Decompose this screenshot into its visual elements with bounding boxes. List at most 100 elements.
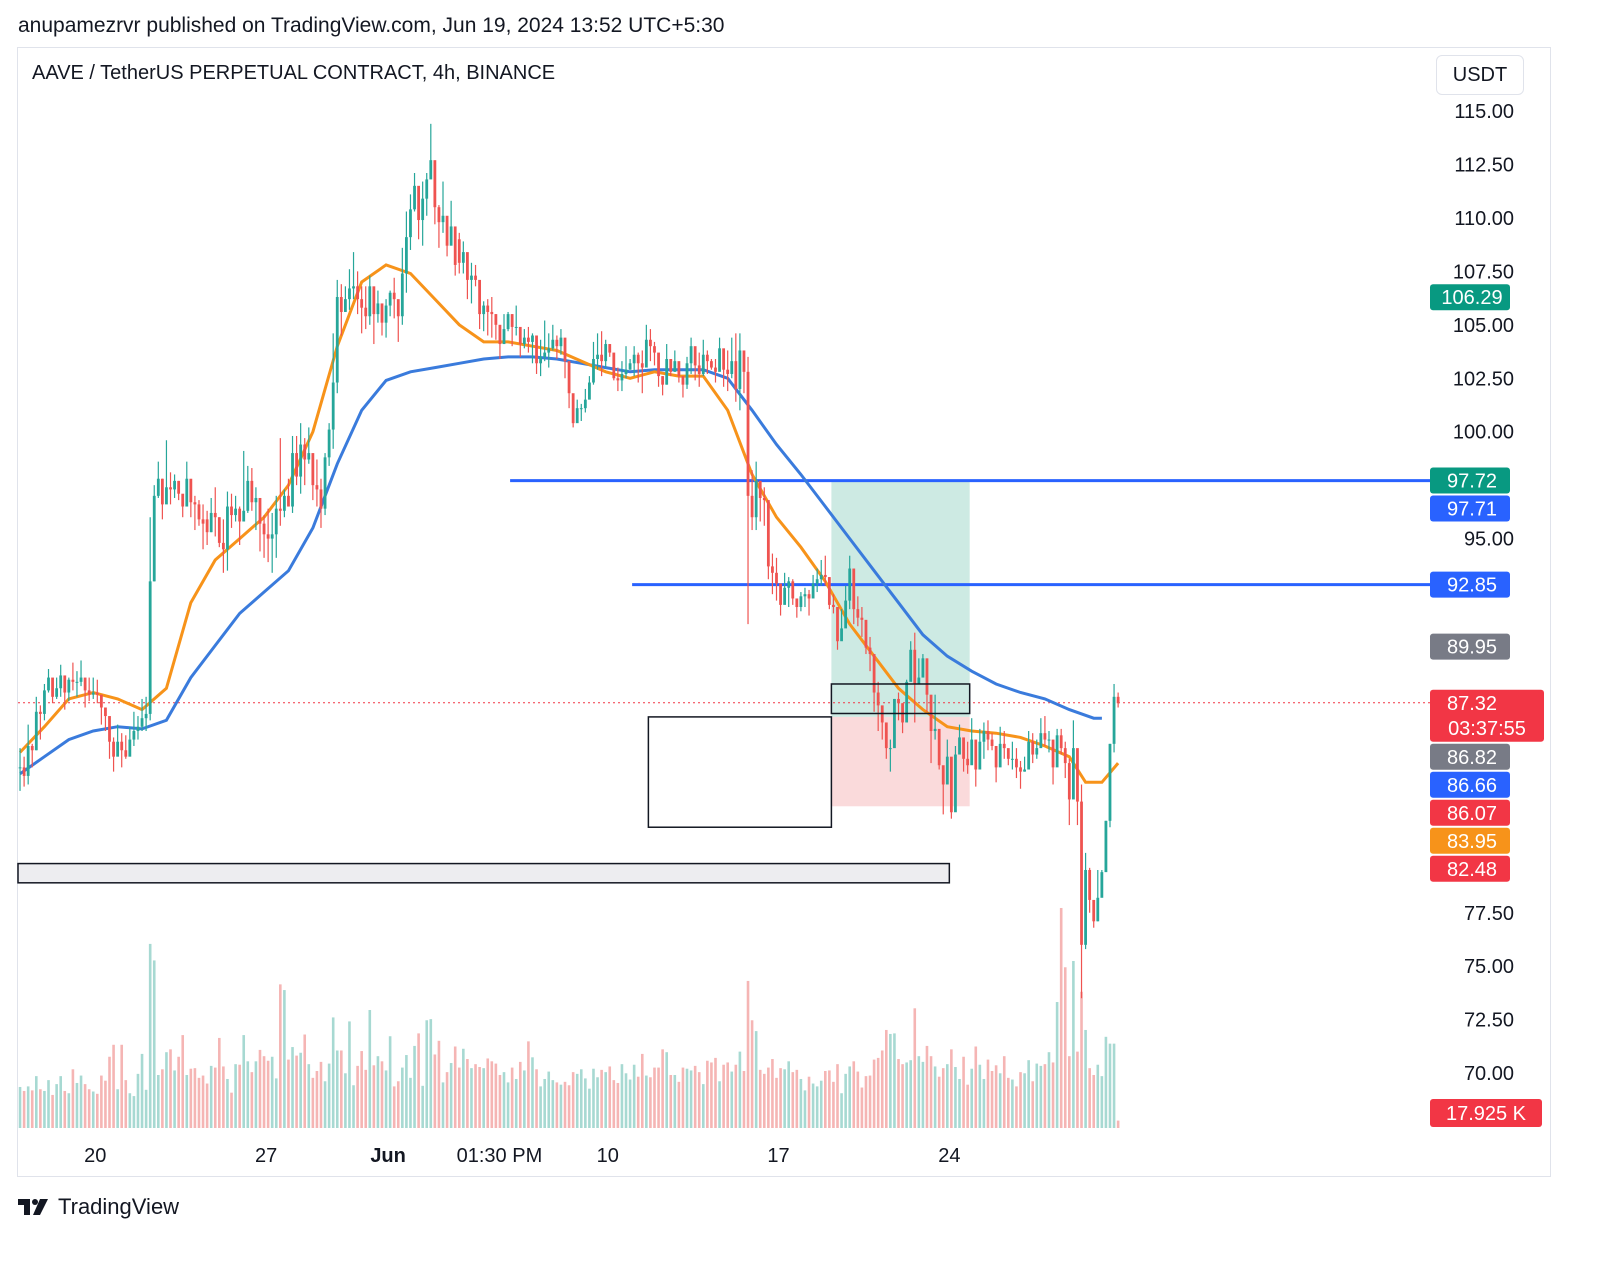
candle: [356, 271, 359, 315]
candle: [221, 519, 225, 573]
volume-bar: [421, 1085, 424, 1128]
volume-bar: [588, 1088, 591, 1128]
volume-bar: [71, 1069, 75, 1128]
volume-bar: [258, 1049, 262, 1128]
candle-body: [352, 286, 355, 289]
candle: [681, 376, 685, 398]
candle: [425, 173, 429, 216]
volume-bar: [462, 1048, 465, 1128]
volume-bar: [169, 1049, 172, 1128]
candle: [311, 453, 315, 501]
candle: [559, 329, 563, 355]
candle: [945, 739, 949, 785]
candle-body: [746, 371, 750, 496]
candle-body: [1002, 743, 1006, 749]
candle: [274, 495, 278, 558]
candle: [657, 352, 660, 387]
candle: [213, 487, 217, 537]
price-label: 97.72: [1430, 467, 1510, 494]
candle: [116, 724, 120, 757]
volume-bar: [392, 1086, 396, 1128]
candle-body: [758, 480, 762, 498]
volume-bar: [954, 1067, 957, 1128]
candle: [331, 333, 335, 449]
price-label-value: 92.85: [1447, 575, 1497, 597]
candle-body: [160, 478, 164, 505]
candle: [254, 487, 258, 531]
volume-bar: [457, 1067, 461, 1128]
volume-bar: [75, 1082, 79, 1128]
x-tick-label: 10: [597, 1145, 619, 1167]
candle: [823, 555, 827, 586]
candle-body: [156, 478, 160, 496]
volume-bar: [1100, 1076, 1104, 1128]
candle: [815, 568, 819, 593]
candle: [539, 339, 543, 377]
candle-body: [433, 160, 437, 208]
volume-bar: [799, 1078, 803, 1128]
volume-bar: [950, 1049, 953, 1128]
volume-bar: [209, 1065, 213, 1128]
volume-bar: [547, 1071, 551, 1128]
volume-bar: [494, 1063, 498, 1128]
volume-bar: [819, 1080, 823, 1128]
volume-bar: [323, 1081, 327, 1128]
candle: [165, 440, 168, 505]
candle: [498, 324, 502, 360]
x-tick-label: 24: [938, 1145, 960, 1167]
volume-bar: [1035, 1063, 1039, 1128]
time-axis: 20 27 Jun 01:30 PM 10 17 24: [84, 1145, 960, 1167]
candle-body: [575, 408, 579, 424]
candle-body: [388, 292, 392, 306]
volume-bar: [478, 1067, 481, 1128]
candle: [1015, 748, 1018, 779]
volume-bar: [775, 1077, 778, 1128]
price-label: 89.95: [1430, 633, 1510, 660]
volume-bar: [396, 1081, 400, 1128]
countdown-timer: 03:37:55: [1448, 718, 1526, 740]
candle: [466, 252, 469, 300]
candle-body: [453, 226, 457, 265]
candle: [445, 215, 449, 257]
volume-bar: [299, 1052, 302, 1128]
candle: [1039, 718, 1043, 749]
candle: [734, 333, 738, 402]
price-label-value: 86.82: [1447, 747, 1497, 769]
volume-bar: [994, 1065, 998, 1128]
volume-bar: [213, 1067, 217, 1128]
candle: [128, 726, 132, 757]
candle: [738, 333, 742, 411]
volume-bar: [966, 1084, 969, 1128]
candle: [433, 160, 437, 225]
candle: [470, 262, 473, 304]
candle: [884, 722, 888, 759]
candle-body: [409, 209, 412, 238]
volume-bar: [791, 1072, 795, 1128]
candle: [527, 326, 530, 353]
drawn-boxes: [17, 683, 971, 884]
candle: [1051, 739, 1055, 785]
price-labels: 106.2997.7297.7192.8589.9587.3203:37:558…: [1430, 284, 1544, 1127]
candle: [461, 241, 465, 274]
volume-bar: [921, 1061, 925, 1128]
candle: [563, 337, 567, 379]
candle: [327, 423, 331, 466]
candle-body: [331, 382, 335, 430]
currency-button[interactable]: USDT: [1436, 55, 1524, 95]
volume-bar: [697, 1072, 701, 1128]
volume-bar: [441, 1082, 445, 1128]
candle: [746, 356, 750, 625]
volume-bar: [372, 1065, 376, 1128]
candle-body: [543, 352, 547, 357]
volume-bar: [205, 1083, 209, 1128]
candle-body: [498, 324, 502, 345]
candle: [1071, 720, 1075, 800]
brand[interactable]: TradingView: [18, 1194, 179, 1220]
volume-bar: [87, 1089, 91, 1128]
volume-bar: [197, 1077, 201, 1128]
candle-body: [620, 373, 624, 381]
volume-bar: [1104, 1036, 1108, 1128]
candle: [55, 677, 59, 699]
volume-bar: [18, 1086, 22, 1128]
